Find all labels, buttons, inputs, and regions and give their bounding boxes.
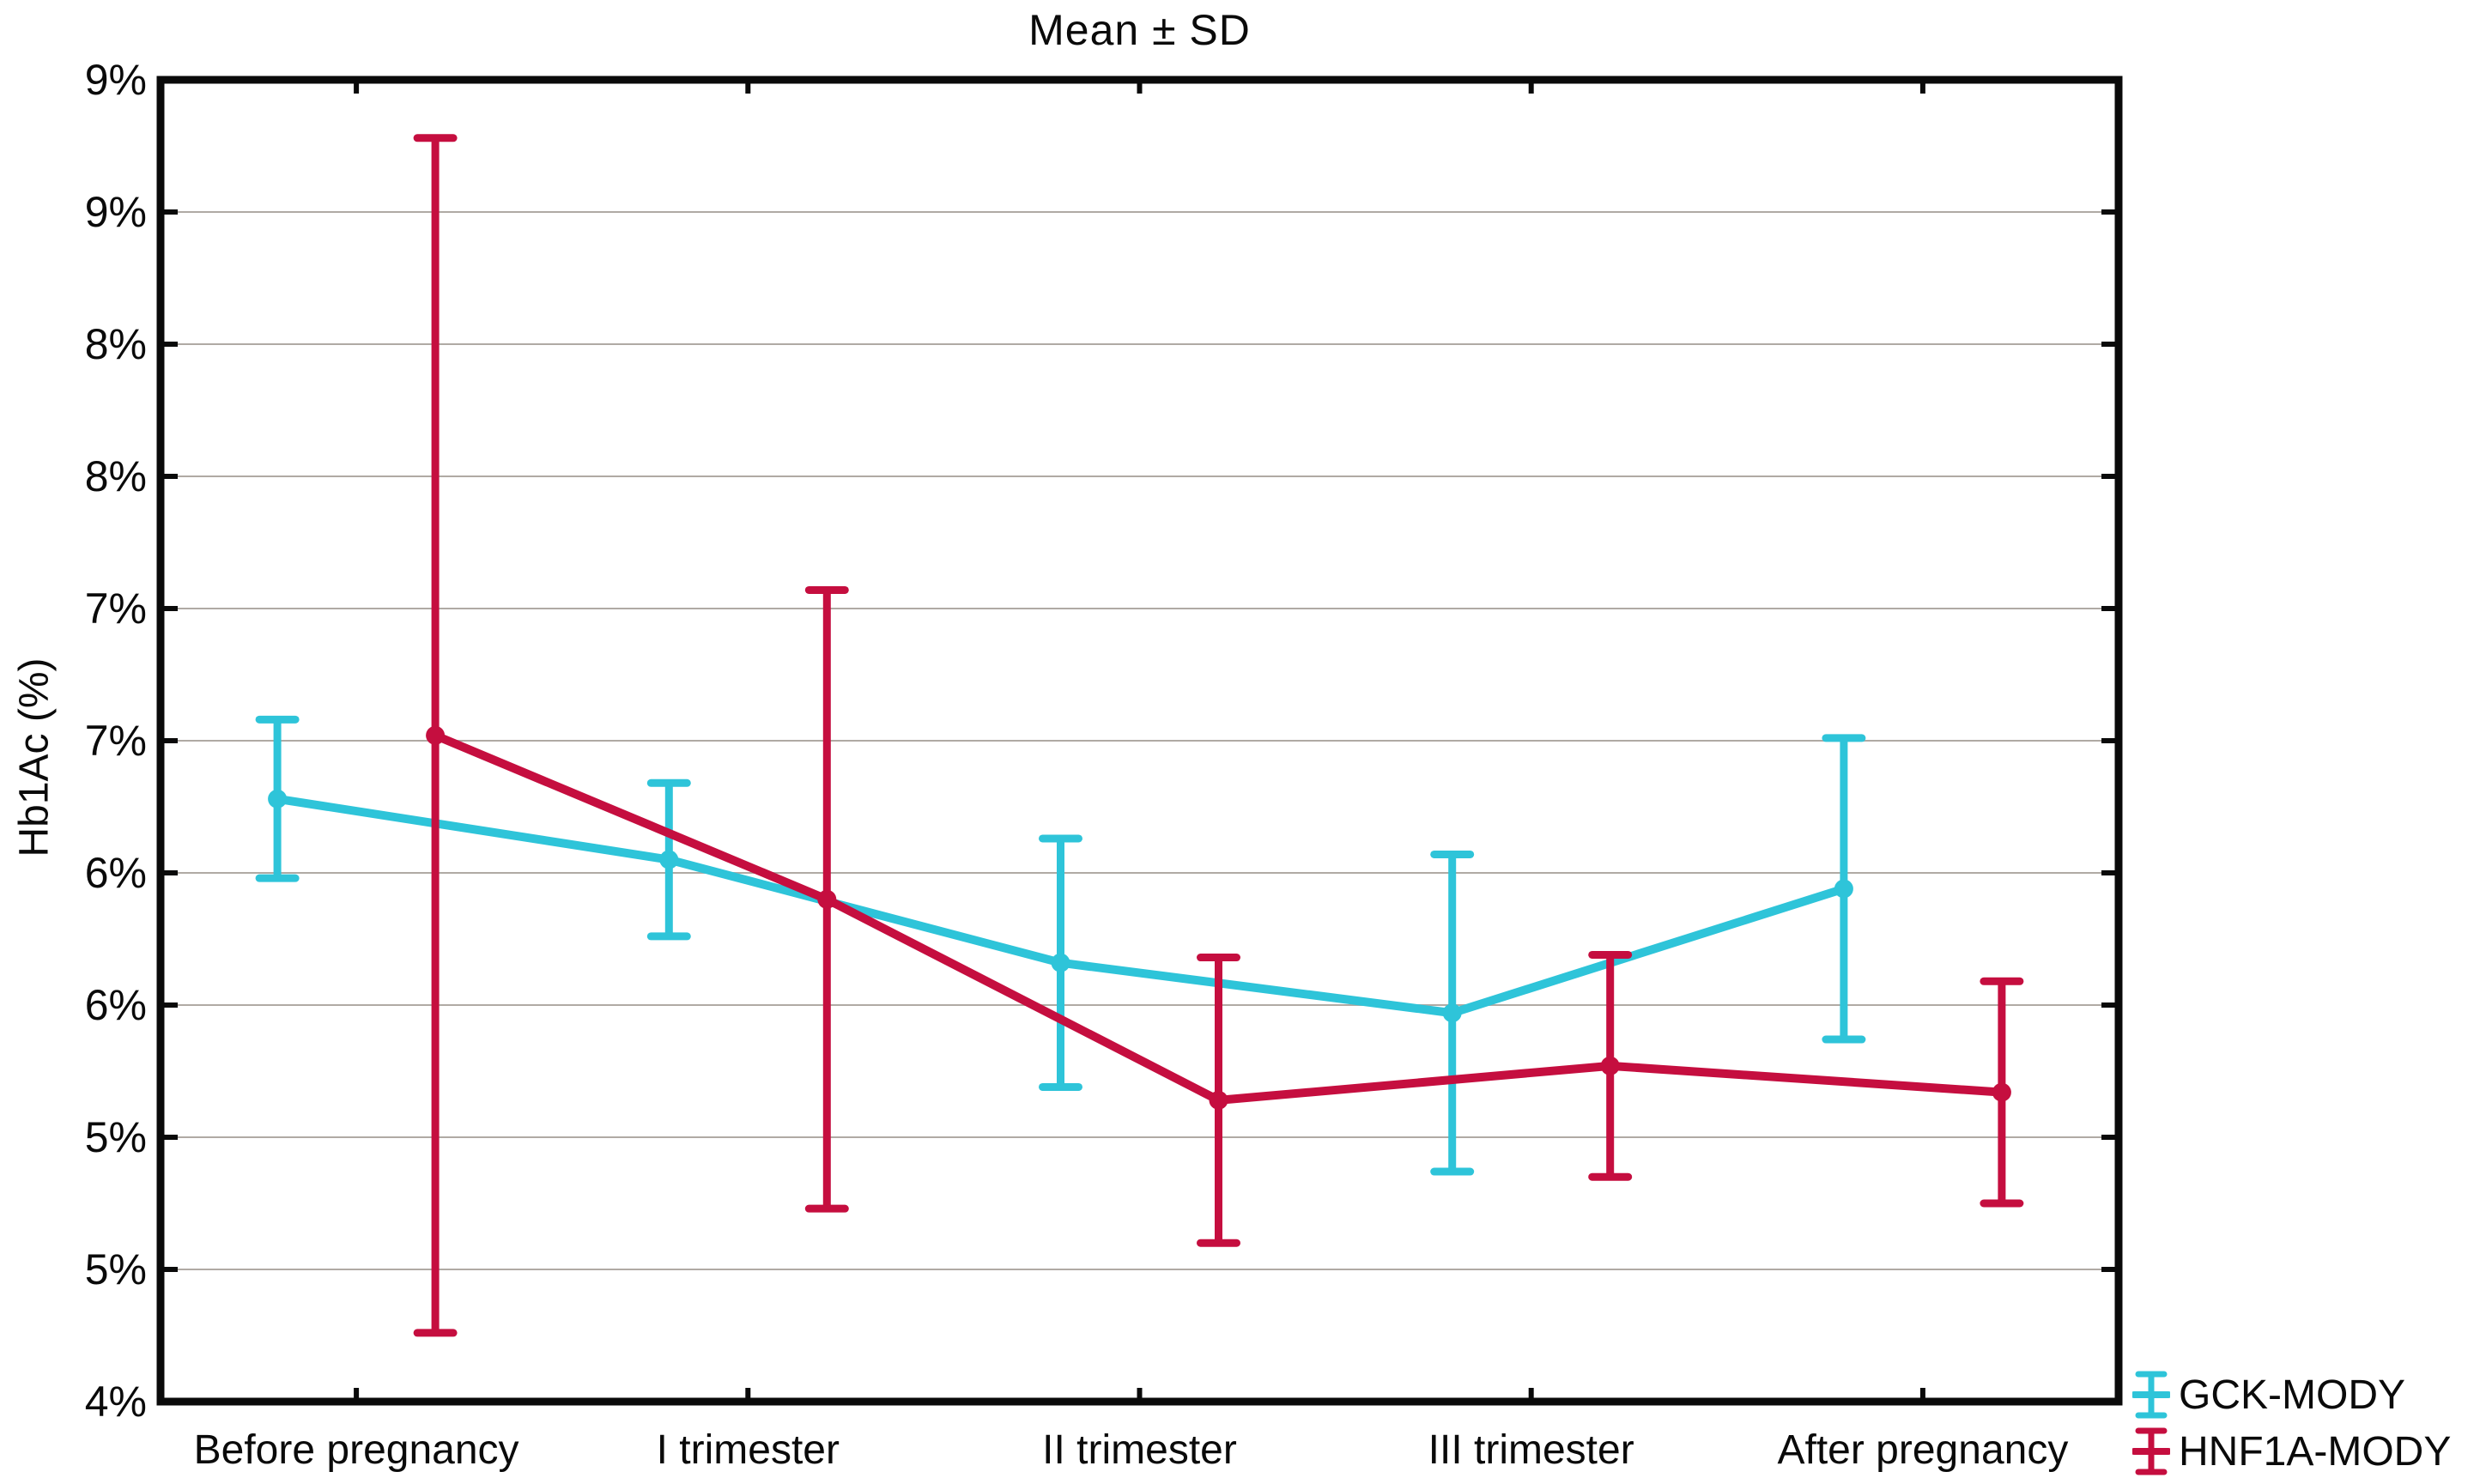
legend-row-gck: GCK-MODY <box>2132 1370 2451 1420</box>
legend: GCK-MODY HNF1A-MODY <box>2132 1370 2451 1476</box>
y-tick-label: 8% <box>85 452 147 500</box>
mean-marker-gck-mody <box>1051 953 1070 972</box>
chart-title: Mean ± SD <box>1028 6 1251 54</box>
legend-label-gck: GCK-MODY <box>2179 1372 2405 1418</box>
y-tick-label: 8% <box>85 320 147 368</box>
y-tick-label: 7% <box>85 717 147 765</box>
mean-marker-hnf1a-mody <box>1600 1056 1620 1075</box>
mean-marker-gck-mody <box>268 789 288 809</box>
gck-errorbar-icon <box>2132 1371 2170 1419</box>
y-tick-label: 9% <box>85 188 147 236</box>
y-tick-label: 5% <box>85 1113 147 1161</box>
y-tick-label: 5% <box>85 1245 147 1293</box>
x-category-label: II trimester <box>1042 1427 1237 1473</box>
mean-marker-hnf1a-mody <box>817 889 837 909</box>
x-category-label: Before pregnancy <box>194 1427 519 1473</box>
legend-label-hnf1a: HNF1A-MODY <box>2179 1428 2452 1475</box>
mean-marker-hnf1a-mody <box>1209 1090 1228 1110</box>
mean-marker-hnf1a-mody <box>426 725 446 745</box>
hnf1a-errorbar-icon <box>2132 1427 2170 1475</box>
y-tick-label: 9% <box>85 56 147 104</box>
y-tick-label: 6% <box>85 849 147 897</box>
mean-marker-gck-mody <box>1442 1003 1462 1023</box>
mean-marker-gck-mody <box>659 850 679 869</box>
plot-border <box>156 76 2123 1406</box>
legend-row-hnf1a: HNF1A-MODY <box>2132 1426 2451 1476</box>
y-tick-label: 4% <box>85 1378 147 1426</box>
y-tick-label: 7% <box>85 585 147 633</box>
x-category-label: After pregnancy <box>1777 1427 2068 1473</box>
y-tick-label: 6% <box>85 981 147 1029</box>
mean-marker-hnf1a-mody <box>1992 1082 2011 1102</box>
mean-marker-gck-mody <box>1834 879 1853 899</box>
x-category-label: III trimester <box>1428 1427 1634 1473</box>
x-category-label: I trimester <box>657 1427 840 1473</box>
